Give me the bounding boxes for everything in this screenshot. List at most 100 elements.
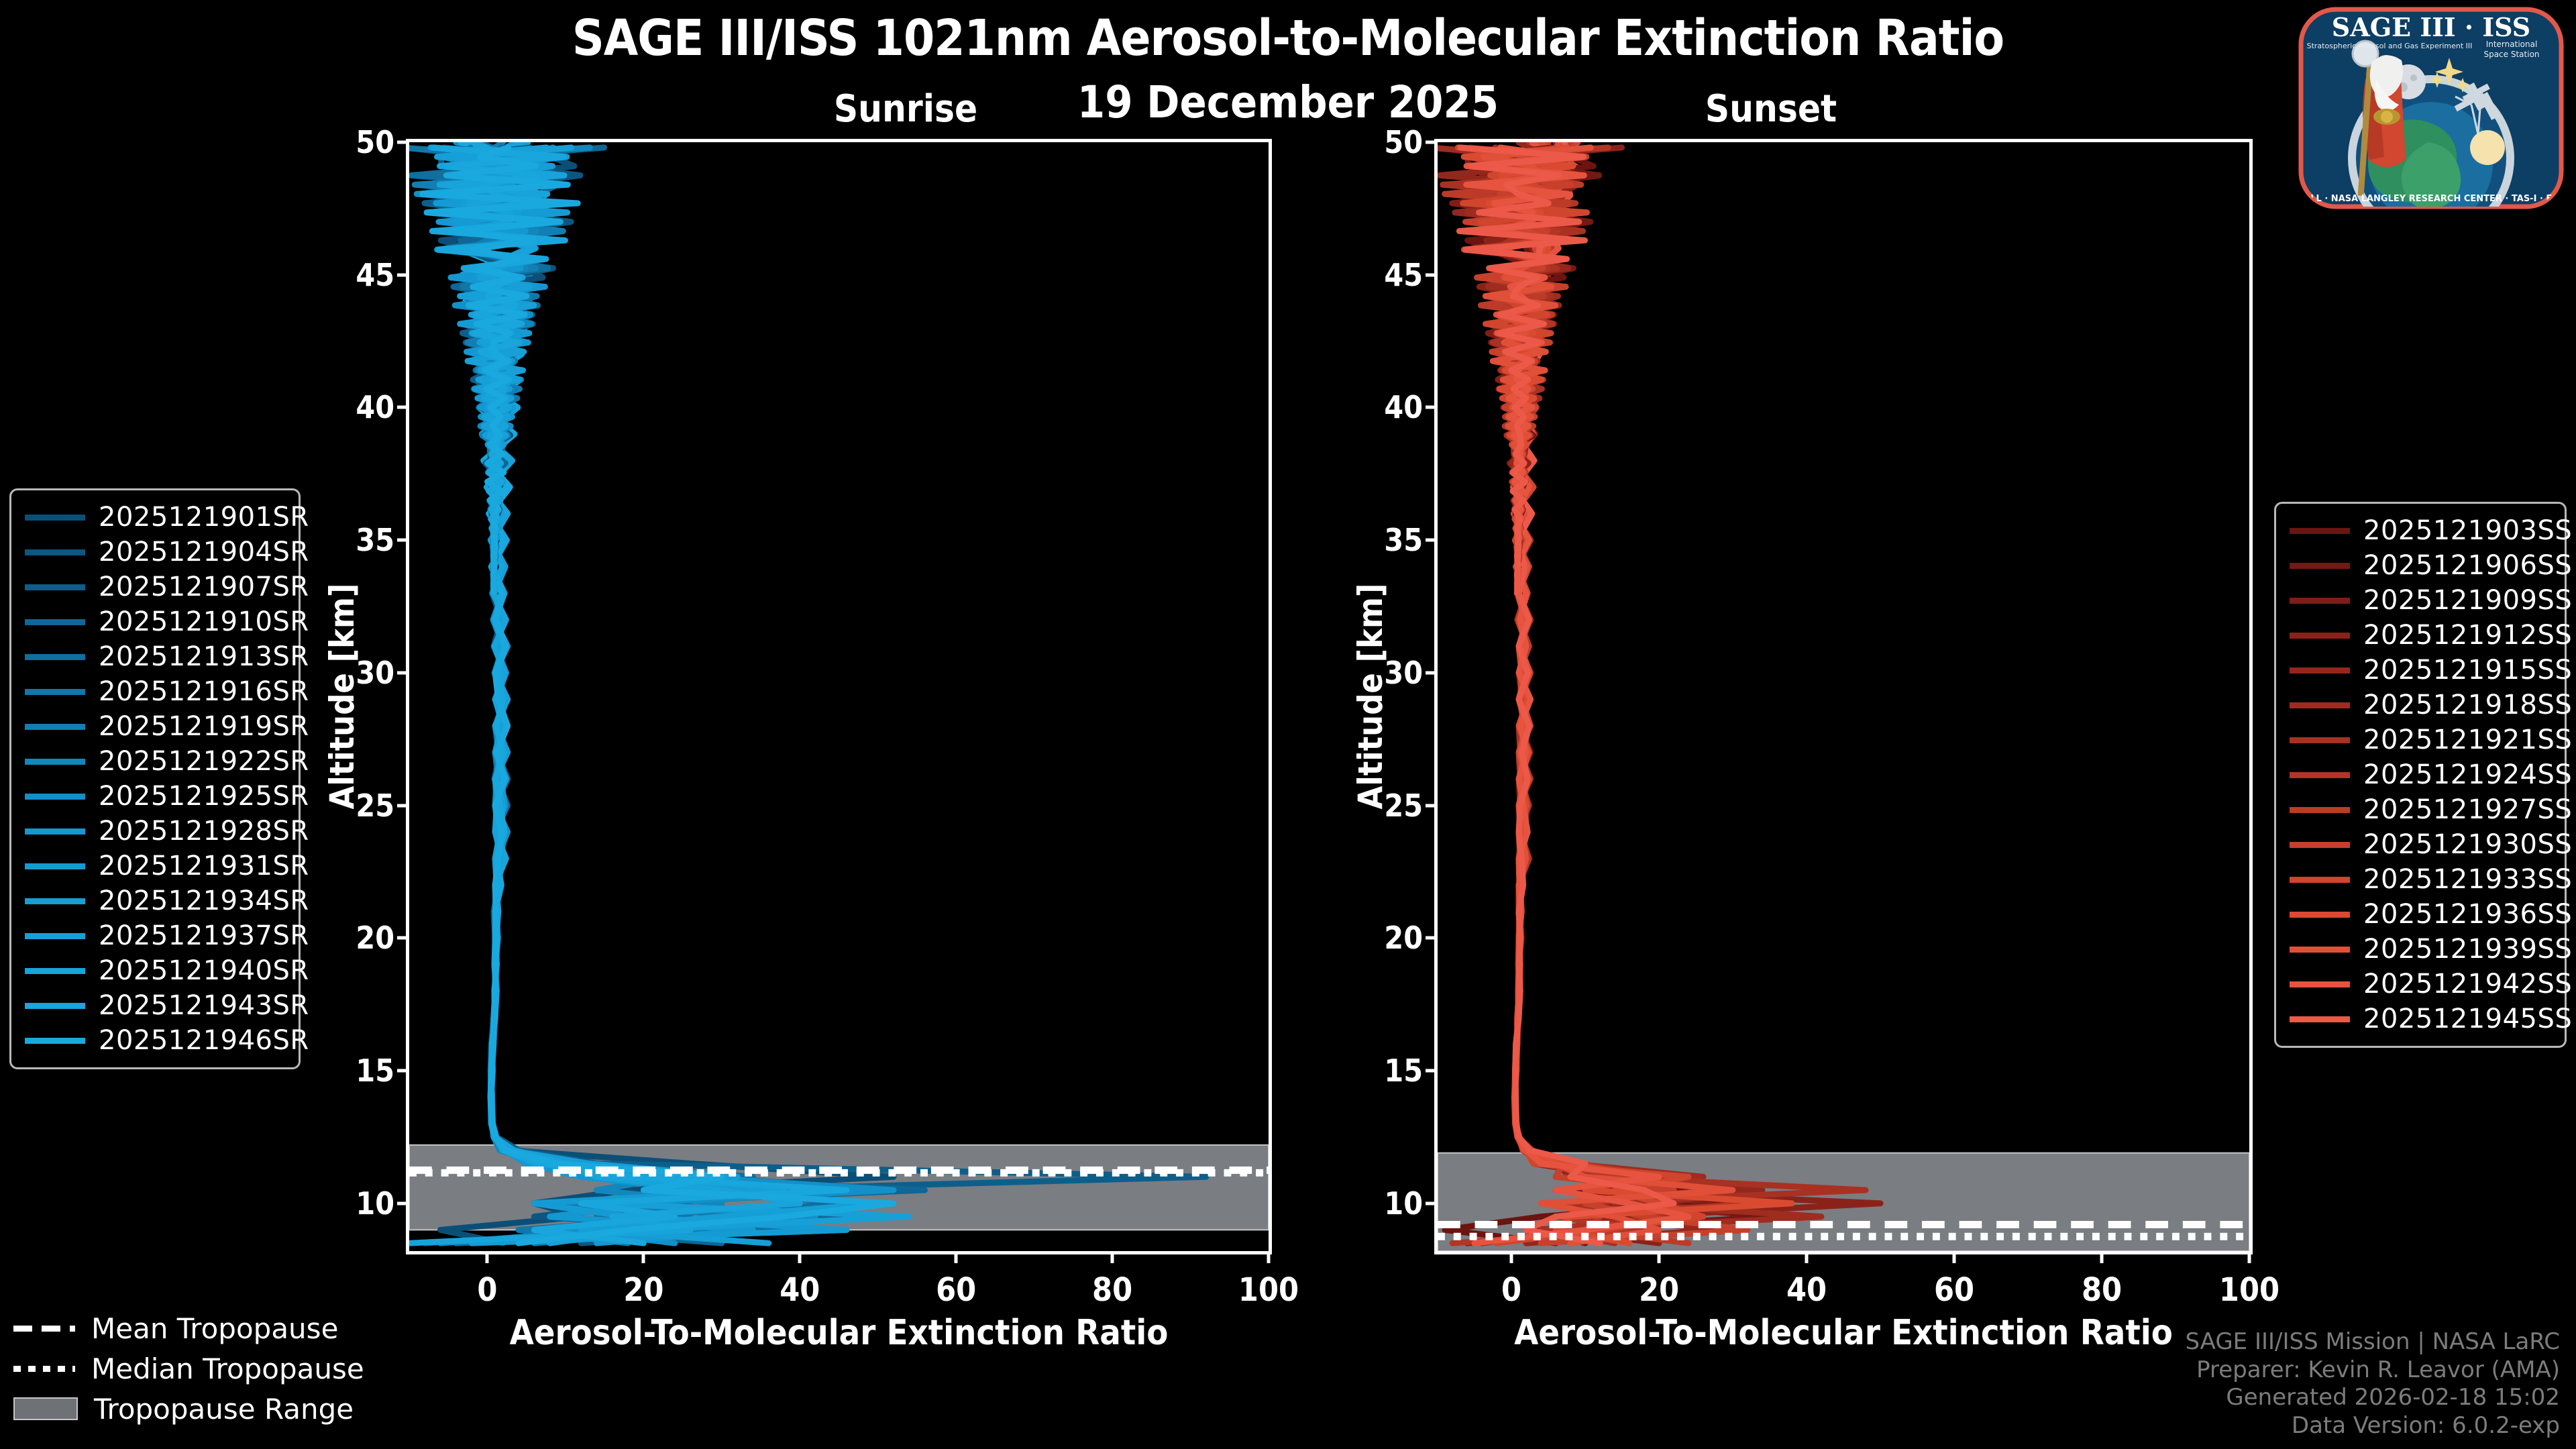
legend-item[interactable]: 2025121921SS (2290, 722, 2572, 757)
x-tick-label: 20 (1638, 1271, 1680, 1309)
legend-item[interactable]: 2025121942SS (2290, 967, 2572, 1002)
legend-color-swatch (2290, 771, 2350, 778)
legend-item-label: 2025121919SR (99, 711, 309, 742)
x-tick-mark (2247, 1251, 2251, 1263)
legend-item[interactable]: 2025121915SS (2290, 653, 2572, 688)
y-tick-label: 35 (1384, 522, 1423, 559)
legend-label-mean-tropopause: Mean Tropopause (91, 1311, 339, 1345)
legend-item[interactable]: 2025121901SR (25, 500, 309, 535)
legend-item[interactable]: 2025121928SR (25, 814, 309, 849)
y-tick-mark (1426, 140, 1438, 144)
legend-item[interactable]: 2025121937SR (25, 918, 309, 953)
legend-item[interactable]: 2025121922SR (25, 744, 309, 779)
page-title: SAGE III/ISS 1021nm Aerosol-to-Molecular… (572, 9, 2004, 67)
footer-line-preparer: Preparer: Kevin R. Leavor (AMA) (2196, 1356, 2560, 1383)
x-tick-mark (954, 1251, 958, 1263)
legend-item-label: 2025121910SR (99, 606, 309, 637)
x-tick-mark (1657, 1251, 1661, 1263)
legend-item[interactable]: 2025121924SS (2290, 757, 2572, 792)
chart-panel-sunset: 10 15 20 25 30 35 40 45 50 0 20 40 60 80 100 Altitude… (1351, 124, 2279, 1353)
legend-color-swatch (25, 653, 85, 660)
legend-color-swatch (25, 688, 85, 695)
legend-item[interactable]: 2025121940SR (25, 953, 309, 988)
legend-item-label: 2025121903SS (2363, 515, 2573, 546)
legend-item[interactable]: 2025121909SS (2290, 583, 2572, 618)
legend-item[interactable]: 2025121918SS (2290, 688, 2572, 722)
legend-item-mean-tropopause: Mean Tropopause (13, 1308, 364, 1348)
y-tick-mark (1426, 804, 1438, 808)
x-tick-mark (1509, 1251, 1513, 1263)
legend-item[interactable]: 2025121946SR (25, 1023, 309, 1058)
legend-item[interactable]: 2025121906SS (2290, 548, 2572, 583)
legend-color-swatch (2290, 911, 2350, 918)
y-tick-mark (1426, 273, 1438, 277)
legend-color-swatch (2290, 527, 2350, 534)
legend-color-swatch (2290, 946, 2350, 953)
legend-item[interactable]: 2025121916SR (25, 674, 309, 709)
legend-item-label: 2025121936SS (2363, 899, 2573, 930)
legend-item-label: 2025121912SS (2363, 620, 2573, 651)
x-axis-label-sunrise: Aerosol-To-Molecular Extinction Ratio (509, 1313, 1169, 1353)
y-tick-mark (1426, 405, 1438, 409)
legend-color-swatch (25, 1037, 85, 1044)
x-tick-label: 60 (936, 1271, 977, 1309)
legend-item[interactable]: 2025121903SS (2290, 513, 2572, 548)
y-tick-mark (397, 804, 409, 808)
y-axis-label-sunrise: Altitude [km] (323, 583, 362, 809)
y-tick-label: 35 (356, 522, 394, 559)
legend-sunset[interactable]: 2025121903SS 2025121906SS 2025121909SS 2025… (2274, 502, 2572, 1048)
legend-item-label: 2025121906SS (2363, 550, 2573, 581)
legend-item[interactable]: 2025121919SR (25, 709, 309, 744)
y-tick-label: 10 (1384, 1185, 1423, 1222)
legend-color-swatch (2290, 981, 2350, 987)
y-axis-label-sunset: Altitude [km] (1351, 583, 1390, 809)
legend-sunrise[interactable]: 2025121901SR 2025121904SR 2025121907SR 2025… (9, 488, 309, 1069)
legend-item[interactable]: 2025121910SR (25, 604, 309, 639)
legend-item[interactable]: 2025121945SS (2290, 1002, 2572, 1036)
x-tick-label: 20 (623, 1271, 664, 1309)
x-tick-label: 80 (2081, 1271, 2123, 1309)
legend-item[interactable]: 2025121933SS (2290, 862, 2572, 897)
x-tick-mark (1110, 1251, 1114, 1263)
legend-item[interactable]: 2025121943SR (25, 988, 309, 1023)
legend-item-label: 2025121946SR (99, 1025, 309, 1056)
y-tick-mark (397, 140, 409, 144)
plot-area-sunset (1438, 142, 2249, 1251)
legend-item-label: 2025121904SR (99, 537, 309, 568)
legend-item[interactable]: 2025121927SS (2290, 792, 2572, 827)
y-tick-mark (397, 273, 409, 277)
sunrise-panel-title: Sunrise (833, 87, 978, 131)
legend-item[interactable]: 2025121907SR (25, 570, 309, 604)
legend-color-swatch (25, 932, 85, 939)
legend-color-swatch (25, 619, 85, 625)
tropopause-legend: Mean Tropopause Median Tropopause Tropop… (13, 1308, 364, 1429)
legend-item-label: 2025121927SS (2363, 794, 2573, 825)
legend-item[interactable]: 2025121934SR (25, 883, 309, 918)
legend-label-tropopause-range: Tropopause Range (94, 1392, 354, 1426)
legend-item-label: 2025121928SR (99, 816, 309, 847)
legend-item[interactable]: 2025121939SS (2290, 932, 2572, 967)
y-tick-label: 20 (356, 920, 394, 957)
x-tick-label: 100 (1238, 1271, 1299, 1309)
legend-item[interactable]: 2025121925SR (25, 779, 309, 814)
y-tick-mark (397, 1201, 409, 1205)
legend-item[interactable]: 2025121936SS (2290, 897, 2572, 932)
legend-item[interactable]: 2025121913SR (25, 639, 309, 674)
y-tick-label: 40 (356, 389, 394, 426)
x-tick-label: 0 (477, 1271, 498, 1309)
legend-item-label: 2025121930SS (2363, 829, 2573, 860)
legend-color-swatch (25, 584, 85, 590)
y-tick-mark (397, 936, 409, 940)
legend-color-swatch (2290, 806, 2350, 813)
footer-line-generated: Generated 2026-02-18 15:02 (2226, 1384, 2560, 1411)
legend-item[interactable]: 2025121904SR (25, 535, 309, 570)
x-tick-mark (1952, 1251, 1956, 1263)
legend-item-label: 2025121907SR (99, 572, 309, 602)
legend-color-swatch (25, 863, 85, 869)
legend-item[interactable]: 2025121931SR (25, 849, 309, 883)
legend-item-label: 2025121922SR (99, 746, 309, 777)
legend-item[interactable]: 2025121912SS (2290, 618, 2572, 653)
x-tick-mark (485, 1251, 489, 1263)
legend-item[interactable]: 2025121930SS (2290, 827, 2572, 862)
y-tick-mark (1426, 671, 1438, 675)
